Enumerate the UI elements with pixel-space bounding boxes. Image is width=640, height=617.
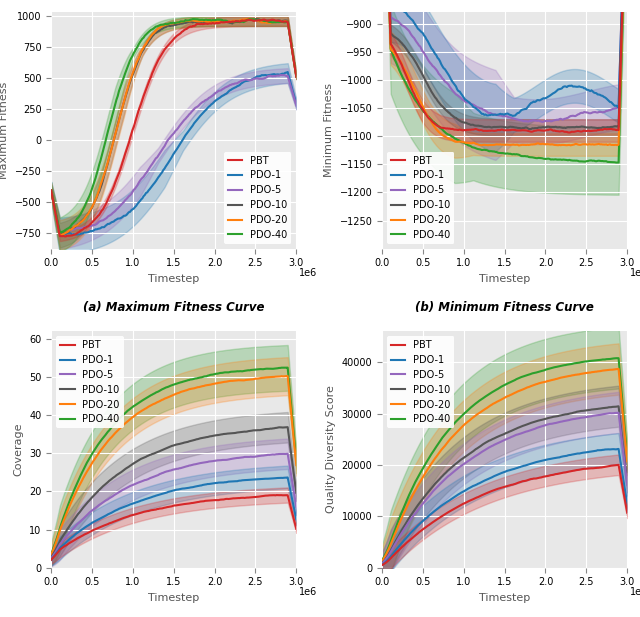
Y-axis label: Coverage: Coverage [13,423,24,476]
X-axis label: Timestep: Timestep [148,274,200,284]
Y-axis label: Quality Diversity Score: Quality Diversity Score [326,386,336,513]
Text: 1e6: 1e6 [630,268,640,278]
Legend: PBT, PDO-1, PDO-5, PDO-10, PDO-20, PDO-40: PBT, PDO-1, PDO-5, PDO-10, PDO-20, PDO-4… [387,336,454,428]
Text: (b) Minimum Fitness Curve: (b) Minimum Fitness Curve [415,300,594,313]
Text: (a) Maximum Fitness Curve: (a) Maximum Fitness Curve [83,300,264,313]
X-axis label: Timestep: Timestep [148,593,200,603]
Text: 1e6: 1e6 [630,587,640,597]
Y-axis label: Maximum Fitness: Maximum Fitness [0,82,9,179]
X-axis label: Timestep: Timestep [479,274,531,284]
X-axis label: Timestep: Timestep [479,593,531,603]
Legend: PBT, PDO-1, PDO-5, PDO-10, PDO-20, PDO-40: PBT, PDO-1, PDO-5, PDO-10, PDO-20, PDO-4… [224,152,291,244]
Y-axis label: Minimum Fitness: Minimum Fitness [324,83,334,178]
Text: 1e6: 1e6 [299,587,317,597]
Text: 1e6: 1e6 [299,268,317,278]
Legend: PBT, PDO-1, PDO-5, PDO-10, PDO-20, PDO-40: PBT, PDO-1, PDO-5, PDO-10, PDO-20, PDO-4… [387,152,454,244]
Legend: PBT, PDO-1, PDO-5, PDO-10, PDO-20, PDO-40: PBT, PDO-1, PDO-5, PDO-10, PDO-20, PDO-4… [56,336,124,428]
